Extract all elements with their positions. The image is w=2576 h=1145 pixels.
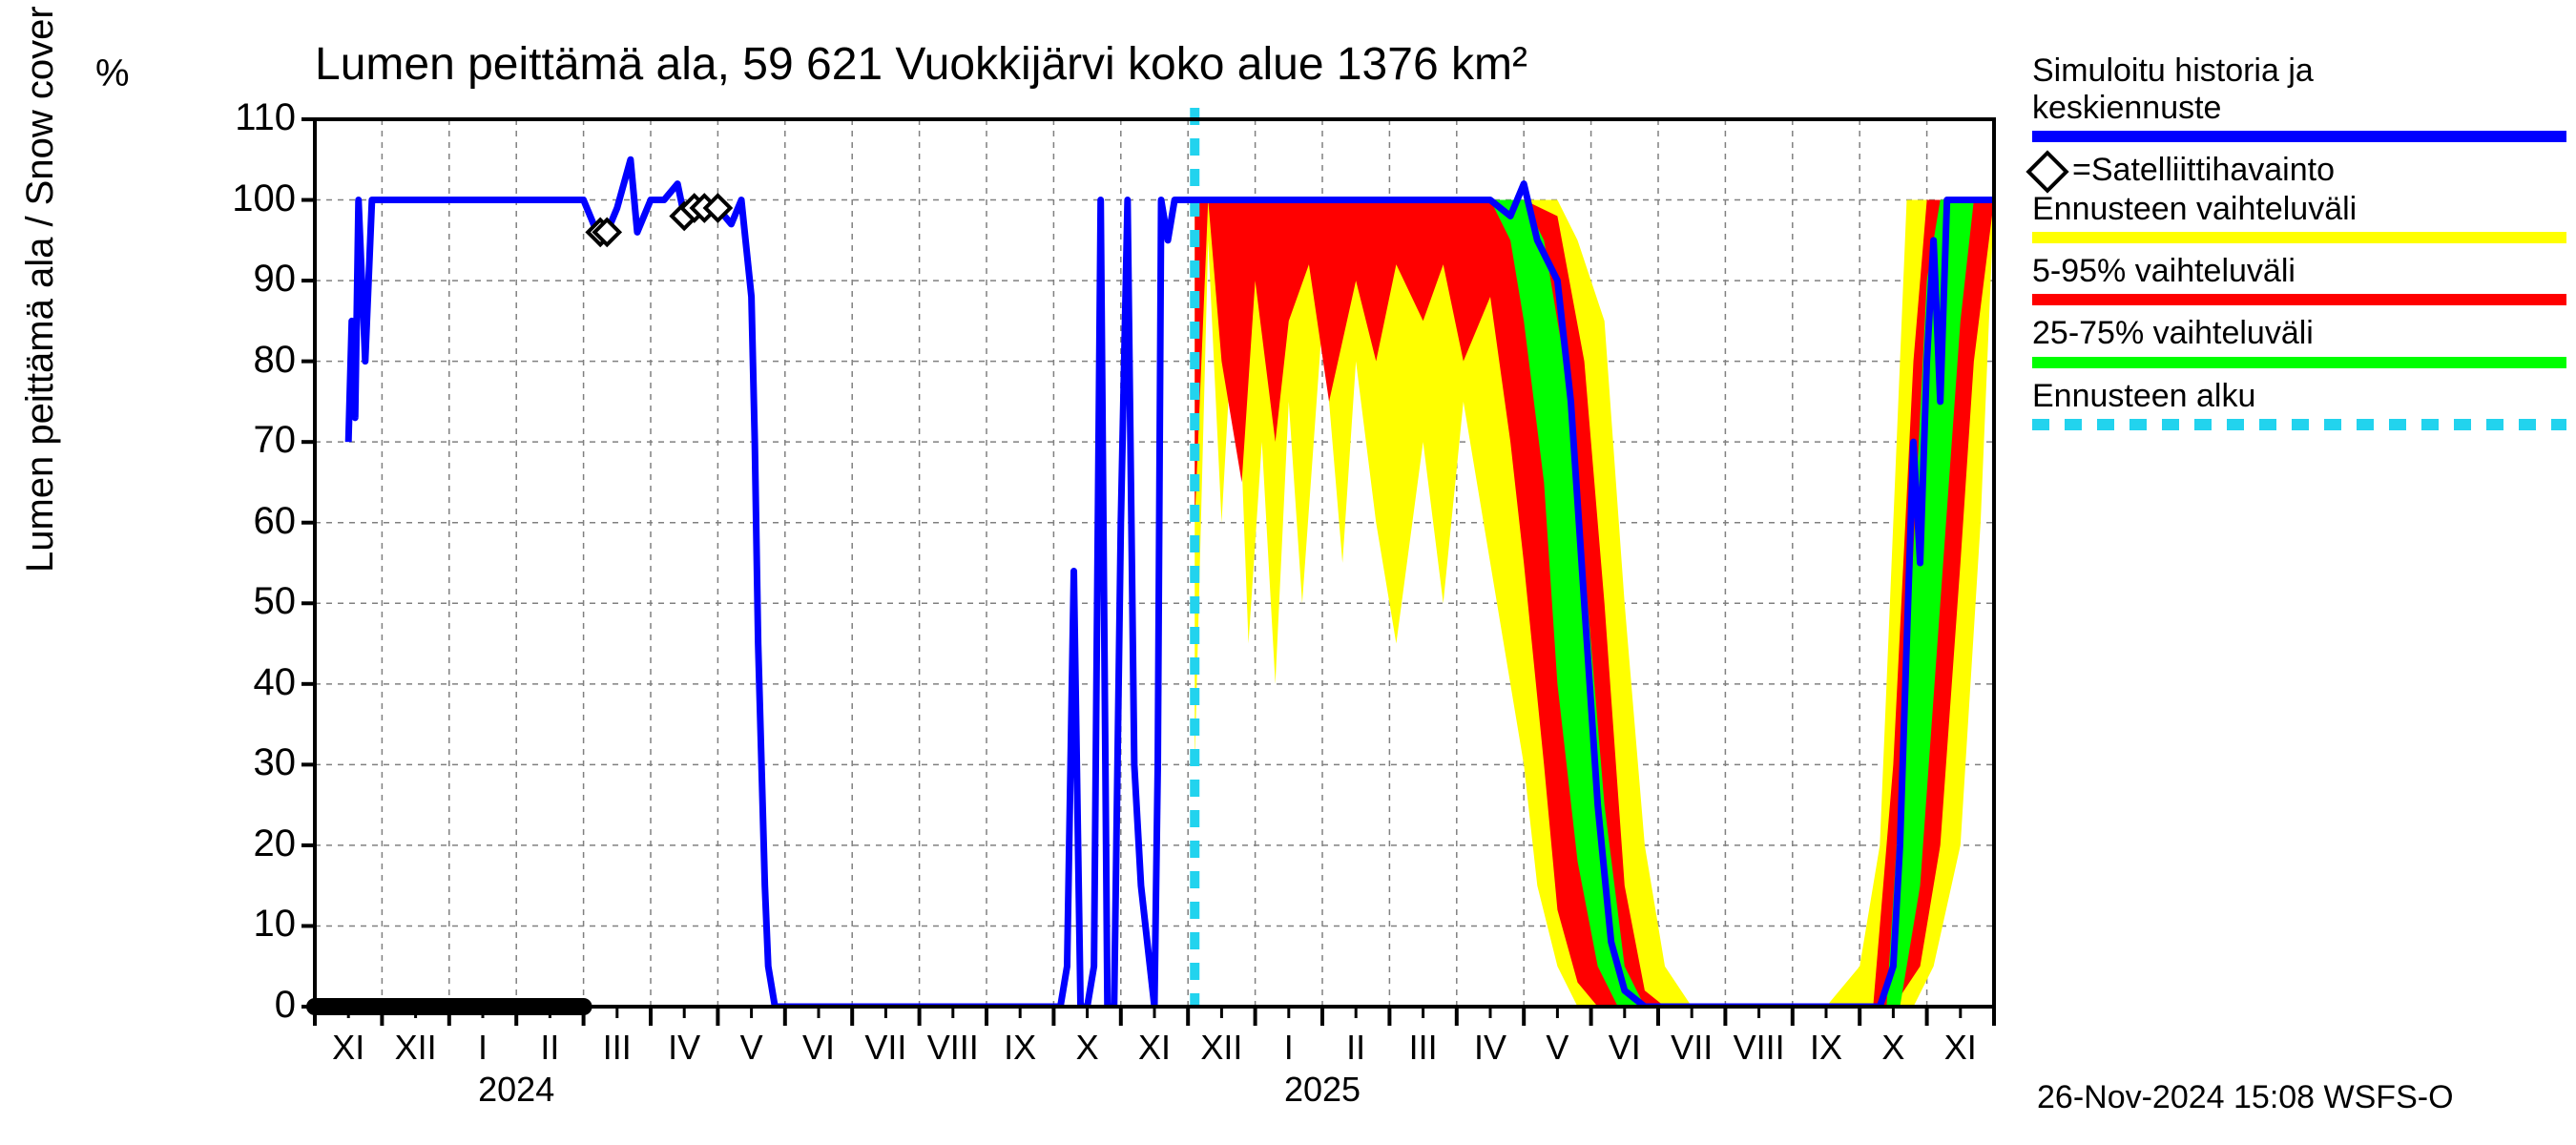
ytick-label: 70 [210,419,296,462]
xtick-label: X [1076,1028,1099,1068]
legend-green: 25-75% vaihteluväli [2032,315,2566,367]
legend-sat: =Satelliittihavainto [2032,152,2566,189]
ytick-label: 80 [210,339,296,382]
xtick-label: XI [332,1028,364,1068]
ytick-label: 40 [210,661,296,704]
y-unit-label: % [95,52,130,95]
xyear-label: 2025 [1284,1070,1361,1110]
xtick-label: V [740,1028,763,1068]
xtick-label: VIII [1734,1028,1785,1068]
xtick-label: VIII [927,1028,979,1068]
legend-forecast-start-swatch [2032,419,2566,430]
legend-sim-label1: Simuloitu historia ja [2032,52,2314,89]
legend-sim-label2: keskiennuste [2032,90,2221,126]
legend-yellow: Ennusteen vaihteluväli [2032,191,2566,243]
xtick-label: XI [1944,1028,1977,1068]
legend-sat-label: =Satelliittihavainto [2072,152,2335,188]
legend-red-label: 5-95% vaihteluväli [2032,253,2296,289]
ytick-label: 60 [210,500,296,543]
legend-green-swatch [2032,357,2566,368]
xtick-label: XII [395,1028,437,1068]
diamond-icon [2025,151,2068,194]
ytick-label: 20 [210,822,296,865]
legend: Simuloitu historia ja keskiennuste =Sate… [2032,52,2566,440]
xtick-label: I [478,1028,488,1068]
xtick-label: III [1409,1028,1438,1068]
xtick-label: VI [802,1028,835,1068]
ytick-label: 110 [210,96,296,139]
legend-yellow-label: Ennusteen vaihteluväli [2032,191,2357,227]
xtick-label: IX [1810,1028,1842,1068]
xtick-label: V [1546,1028,1568,1068]
xtick-label: II [540,1028,559,1068]
ytick-label: 10 [210,903,296,946]
legend-sim-swatch [2032,131,2566,142]
xtick-label: XI [1138,1028,1171,1068]
legend-red-swatch [2032,294,2566,305]
legend-red: 5-95% vaihteluväli [2032,253,2566,305]
legend-forecast-start-label: Ennusteen alku [2032,378,2255,414]
xtick-label: II [1346,1028,1365,1068]
legend-green-label: 25-75% vaihteluväli [2032,315,2314,351]
xtick-label: VII [1671,1028,1713,1068]
y-axis-label-text: Lumen peittämä ala / Snow cover area [19,0,61,572]
ytick-label: 100 [210,177,296,220]
legend-forecast-start: Ennusteen alku [2032,378,2566,430]
chart-container: Lumen peittämä ala, 59 621 Vuokkijärvi k… [0,0,2576,1145]
ytick-label: 30 [210,741,296,784]
legend-yellow-swatch [2032,232,2566,243]
xtick-label: X [1881,1028,1904,1068]
timestamp: 26-Nov-2024 15:08 WSFS-O [2037,1079,2454,1116]
xtick-label: IV [668,1028,700,1068]
xtick-label: III [603,1028,632,1068]
ytick-label: 90 [210,258,296,301]
xtick-label: VI [1609,1028,1641,1068]
xtick-label: XII [1200,1028,1242,1068]
legend-sim: Simuloitu historia ja keskiennuste [2032,52,2566,142]
xyear-label: 2024 [478,1070,554,1110]
y-axis-label: Lumen peittämä ala / Snow cover area [19,0,62,572]
xtick-label: IV [1474,1028,1506,1068]
xtick-label: VII [864,1028,906,1068]
chart-title: Lumen peittämä ala, 59 621 Vuokkijärvi k… [315,38,1527,91]
xtick-label: I [1284,1028,1294,1068]
ytick-label: 50 [210,580,296,623]
ytick-label: 0 [210,984,296,1027]
xtick-label: IX [1004,1028,1036,1068]
